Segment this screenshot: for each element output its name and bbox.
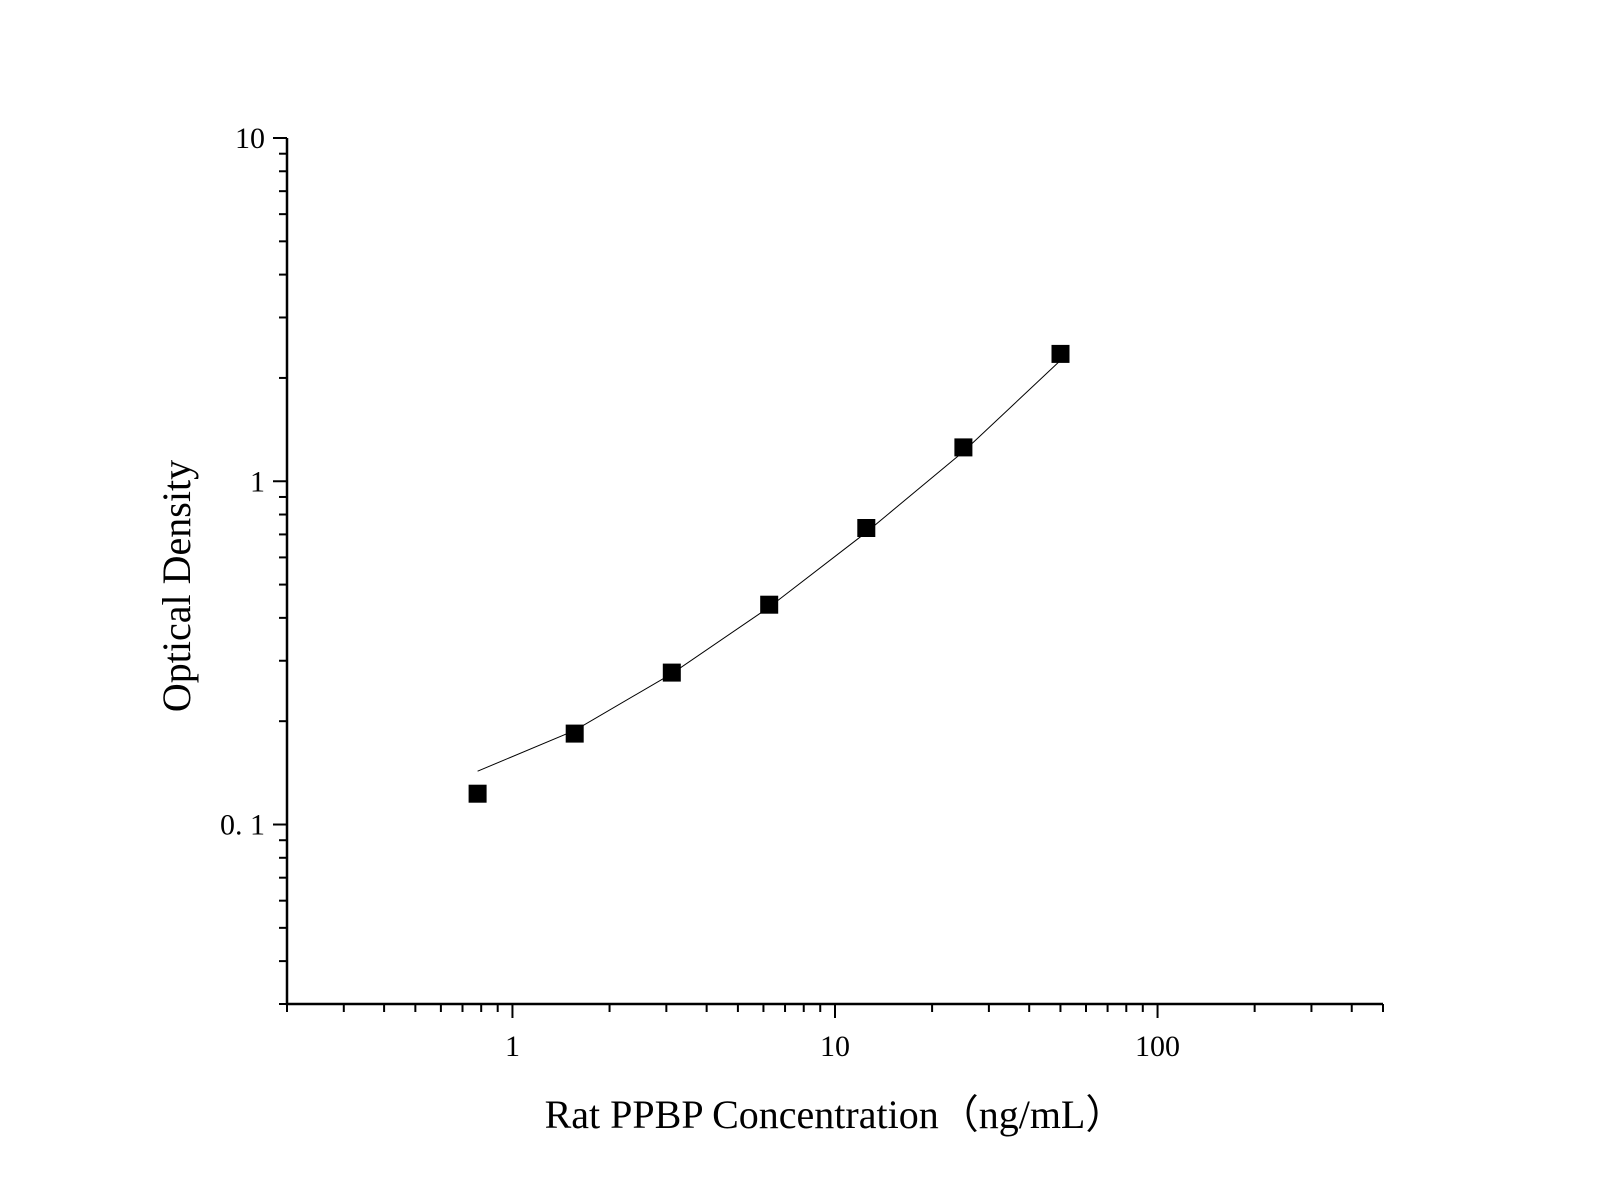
data-point <box>857 519 876 537</box>
data-point <box>760 595 779 614</box>
x-tick-label: 1 <box>505 1030 520 1063</box>
y-axis-ticks: 0. 1 1 10 <box>220 122 287 1005</box>
data-point <box>468 784 487 803</box>
data-point <box>565 724 584 743</box>
x-tick-label: 10 <box>820 1030 850 1063</box>
y-tick-label: 1 <box>250 465 265 498</box>
data-point <box>1051 344 1070 363</box>
x-tick-label: 100 <box>1135 1030 1180 1063</box>
data-point <box>954 438 973 457</box>
axis-lines <box>285 138 1383 1006</box>
fit-curve <box>477 360 1061 772</box>
y-tick-label: 10 <box>235 122 265 155</box>
x-axis-ticks: 1 10 100 <box>286 1004 1384 1063</box>
y-tick-label: 0. 1 <box>220 809 265 842</box>
x-axis-title: Rat PPBP Concentration（ng/mL） <box>545 1092 1126 1137</box>
y-axis-title: Optical Density <box>154 460 199 712</box>
data-points <box>468 344 1070 803</box>
data-point <box>662 663 681 682</box>
